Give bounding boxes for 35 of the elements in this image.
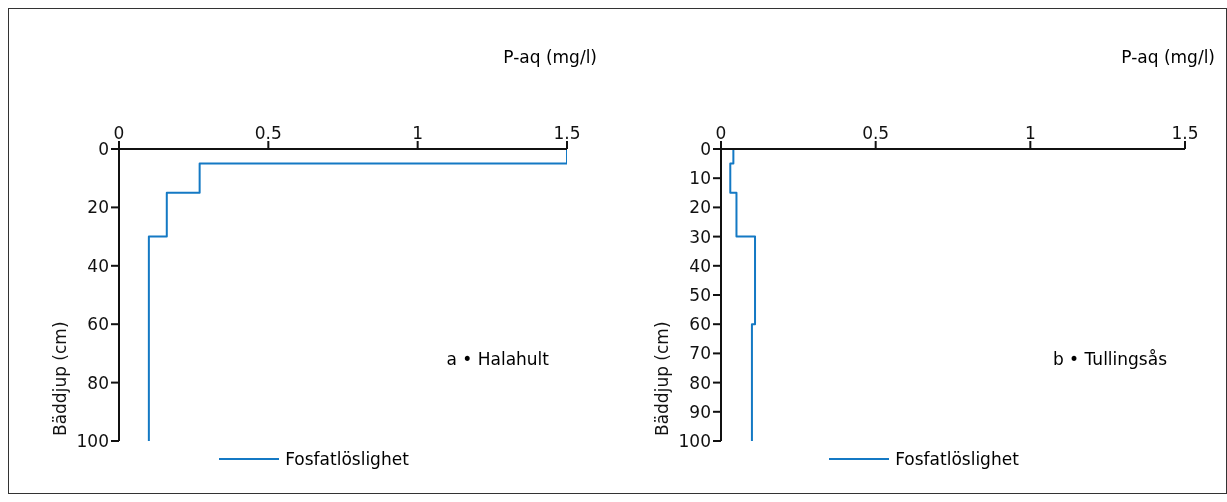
y-tick-label: 80	[87, 372, 109, 393]
x-tick-label: 1.5	[553, 123, 581, 143]
y-tick-label: 30	[689, 226, 711, 247]
y-tick-label: 10	[689, 168, 711, 189]
y-tick-label: 60	[87, 314, 109, 335]
x-tick-label: 0	[113, 123, 125, 143]
annotation: b • Tullingsås	[1052, 349, 1167, 369]
legend-label: Fosfatlöslighet	[895, 449, 1019, 469]
y-tick-label: 70	[689, 343, 711, 364]
x-tick-label: 0.5	[862, 123, 890, 143]
line-series	[147, 149, 567, 441]
x-tick-label: 0.5	[254, 123, 282, 143]
y-tick-label: 100	[678, 431, 711, 452]
y-tick-label: 40	[689, 255, 711, 276]
y-axis-title: Bäddjup (cm)	[50, 321, 70, 436]
y-tick-label: 80	[689, 372, 711, 393]
y-tick-label: 20	[87, 197, 109, 218]
y-tick-label: 0	[700, 139, 711, 160]
y-tick-label: 90	[689, 401, 711, 422]
x-axis-title: P-aq (mg/l)	[503, 47, 597, 67]
annotation: a • Halahult	[446, 349, 549, 369]
x-tick-label: 1.5	[1171, 123, 1199, 143]
legend-label: Fosfatlöslighet	[285, 449, 409, 469]
y-tick-label: 60	[689, 314, 711, 335]
y-tick-label: 100	[76, 431, 109, 452]
y-tick-label: 40	[87, 255, 109, 276]
x-tick-label: 0	[715, 123, 727, 143]
y-tick-label: 20	[689, 197, 711, 218]
y-axis-title: Bäddjup (cm)	[652, 321, 672, 436]
x-tick-label: 1	[412, 123, 424, 143]
y-tick-label: 0	[98, 139, 109, 160]
y-tick-label: 50	[689, 285, 711, 306]
x-tick-label: 1	[1024, 123, 1036, 143]
x-axis-title: P-aq (mg/l)	[1121, 47, 1215, 67]
line-series	[729, 149, 757, 441]
